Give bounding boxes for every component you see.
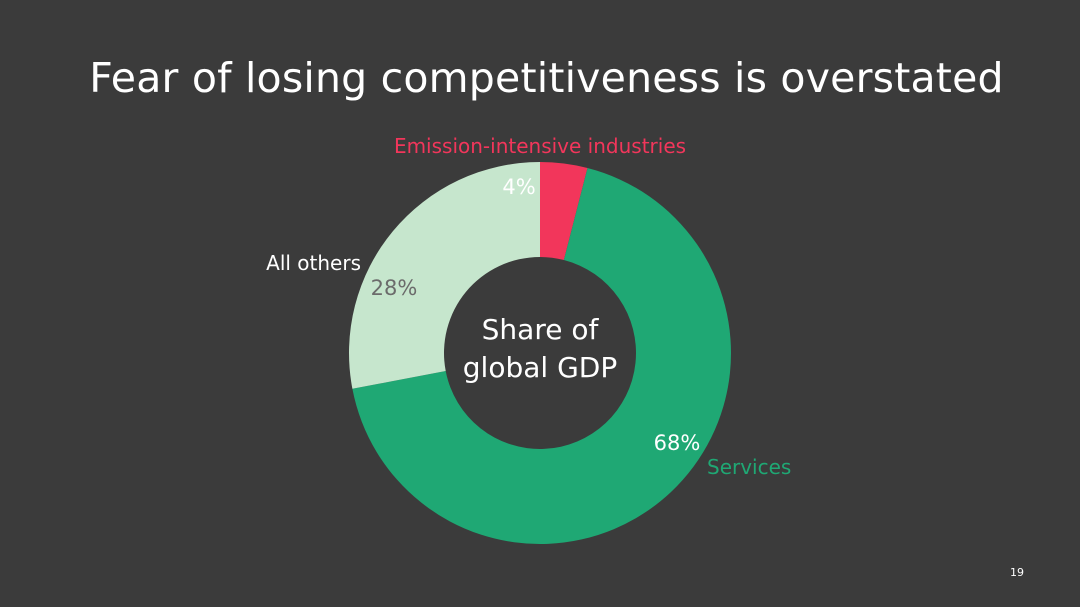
slide-title: Fear of losing competitiveness is overst… [89, 54, 1004, 102]
labels-layer: Emission-intensive industries 4% Services6… [266, 134, 791, 479]
center-label-line-2: global GDP [463, 351, 617, 384]
page-number: 19 [1010, 566, 1024, 579]
slice-value-emission-intensive-industries: 4% [502, 175, 535, 199]
slice-value-all-others: 28% [371, 276, 418, 300]
slice-all-others [349, 162, 540, 389]
slice-label-emission-intensive-industries: Emission-intensive industries [394, 134, 686, 158]
slice-label-services: Services [707, 455, 791, 479]
center-label-line-1: Share of [482, 313, 600, 346]
slice-label-all-others: All others [266, 251, 361, 275]
slice-value-services: 68% [654, 431, 701, 455]
slice-services [352, 168, 731, 544]
slice-emission-intensive-industries [540, 162, 588, 261]
slices-layer [349, 162, 731, 544]
